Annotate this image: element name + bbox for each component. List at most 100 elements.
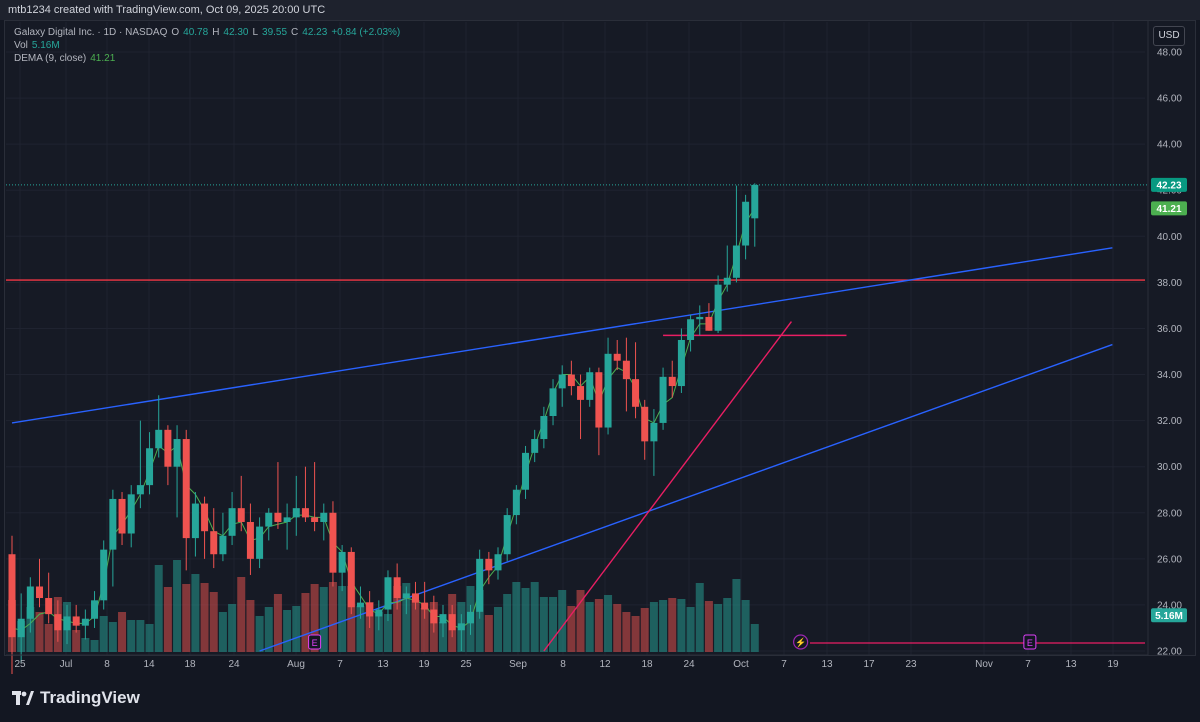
candle-body[interactable]: [577, 386, 585, 400]
candle-body[interactable]: [503, 515, 511, 555]
candle-body[interactable]: [164, 429, 172, 467]
candle-body[interactable]: [494, 554, 502, 571]
candle-body[interactable]: [402, 593, 410, 599]
candle-body[interactable]: [567, 374, 575, 387]
candle-body[interactable]: [329, 512, 337, 573]
candle-body[interactable]: [146, 448, 154, 486]
chart-panel[interactable]: [4, 20, 1196, 656]
candle-body[interactable]: [155, 429, 163, 449]
last-price-label: 42.23: [1156, 180, 1181, 191]
candle-body[interactable]: [356, 602, 364, 608]
candle-body[interactable]: [274, 512, 282, 522]
candle-body[interactable]: [17, 618, 25, 638]
candle-body[interactable]: [283, 517, 291, 522]
candle-body[interactable]: [173, 439, 181, 467]
candle-body[interactable]: [677, 339, 685, 387]
dividend-marker[interactable]: [793, 634, 809, 650]
candle-body[interactable]: [182, 439, 190, 539]
candle-body[interactable]: [549, 388, 557, 417]
candle-body[interactable]: [632, 379, 640, 407]
candle-body[interactable]: [191, 503, 199, 539]
candle-body[interactable]: [384, 577, 392, 610]
candle-body[interactable]: [531, 439, 539, 453]
candle-body[interactable]: [54, 614, 62, 631]
candle-body[interactable]: [522, 452, 530, 490]
candle-body[interactable]: [375, 609, 383, 617]
candle-body[interactable]: [100, 549, 108, 601]
volume-bar: [503, 594, 512, 652]
candle-body[interactable]: [476, 558, 484, 612]
candle-body[interactable]: [201, 503, 209, 532]
candle-body[interactable]: [751, 184, 759, 219]
candle-body[interactable]: [714, 284, 722, 331]
dema-line[interactable]: [11, 208, 756, 631]
candle-body[interactable]: [613, 353, 621, 361]
candle-body[interactable]: [467, 611, 474, 624]
earnings-marker[interactable]: [1023, 634, 1037, 650]
candle-body[interactable]: [732, 245, 740, 278]
time-axis-label: 7: [337, 659, 343, 670]
candle-body[interactable]: [63, 616, 71, 631]
candle-body[interactable]: [622, 360, 630, 380]
candle-body[interactable]: [430, 609, 438, 624]
candle-body[interactable]: [512, 489, 520, 516]
candle-body[interactable]: [338, 551, 346, 573]
candle-body[interactable]: [393, 577, 401, 599]
candle-body[interactable]: [687, 319, 695, 340]
legend-dema-label[interactable]: DEMA (9, close): [14, 53, 87, 64]
candle-body[interactable]: [81, 618, 89, 626]
volume-bar: [237, 577, 246, 652]
tradingview-logo[interactable]: TradingView: [12, 688, 140, 708]
candle-body[interactable]: [311, 517, 319, 522]
trend-line[interactable]: [11, 247, 1113, 424]
candle-body[interactable]: [439, 614, 447, 624]
candle-body[interactable]: [448, 614, 456, 631]
candle-body[interactable]: [292, 508, 300, 518]
candle-body[interactable]: [411, 593, 419, 603]
candle-body[interactable]: [72, 616, 80, 626]
candle-body[interactable]: [91, 600, 99, 619]
candle-body[interactable]: [136, 485, 144, 495]
candle-body[interactable]: [366, 602, 374, 617]
candle-body[interactable]: [723, 277, 731, 285]
candle-body[interactable]: [210, 531, 218, 555]
candle-body[interactable]: [558, 374, 566, 389]
candle-body[interactable]: [45, 598, 53, 615]
legend-symbol[interactable]: Galaxy Digital Inc. · 1D · NASDAQ: [14, 27, 168, 38]
candle-body[interactable]: [641, 406, 649, 442]
candle-body[interactable]: [696, 316, 704, 320]
candle-body[interactable]: [421, 602, 429, 610]
candle-body[interactable]: [26, 586, 34, 619]
candle-body[interactable]: [705, 316, 713, 331]
candle-body[interactable]: [485, 558, 493, 571]
candle-body[interactable]: [659, 376, 667, 423]
candle-body[interactable]: [246, 521, 254, 559]
candle-body[interactable]: [650, 422, 658, 442]
currency-button[interactable]: USD: [1153, 26, 1185, 46]
trend-line[interactable]: [543, 321, 793, 652]
candle-body[interactable]: [742, 201, 750, 246]
candle-body[interactable]: [127, 494, 135, 534]
candle-body[interactable]: [595, 372, 603, 428]
candle-body[interactable]: [347, 551, 355, 608]
candle-body[interactable]: [228, 508, 236, 536]
candle-body[interactable]: [265, 512, 273, 527]
candle-body[interactable]: [256, 526, 264, 559]
candle-body[interactable]: [668, 376, 676, 387]
candle-body[interactable]: [36, 586, 44, 599]
legend-dema-value: 41.21: [90, 53, 116, 64]
candle-body[interactable]: [586, 372, 594, 400]
legend-vol-label[interactable]: Vol: [14, 40, 28, 51]
candle-body[interactable]: [237, 508, 245, 522]
candle-body[interactable]: [540, 416, 548, 440]
candle-body[interactable]: [604, 353, 612, 428]
candle-body[interactable]: [457, 623, 465, 631]
candle-body[interactable]: [219, 535, 227, 555]
earnings-marker[interactable]: [308, 634, 322, 650]
candle-body[interactable]: [109, 498, 117, 550]
candle-body[interactable]: [118, 498, 126, 534]
candle-body[interactable]: [8, 554, 16, 638]
candle-body[interactable]: [320, 512, 328, 522]
candle-body[interactable]: [301, 508, 309, 518]
